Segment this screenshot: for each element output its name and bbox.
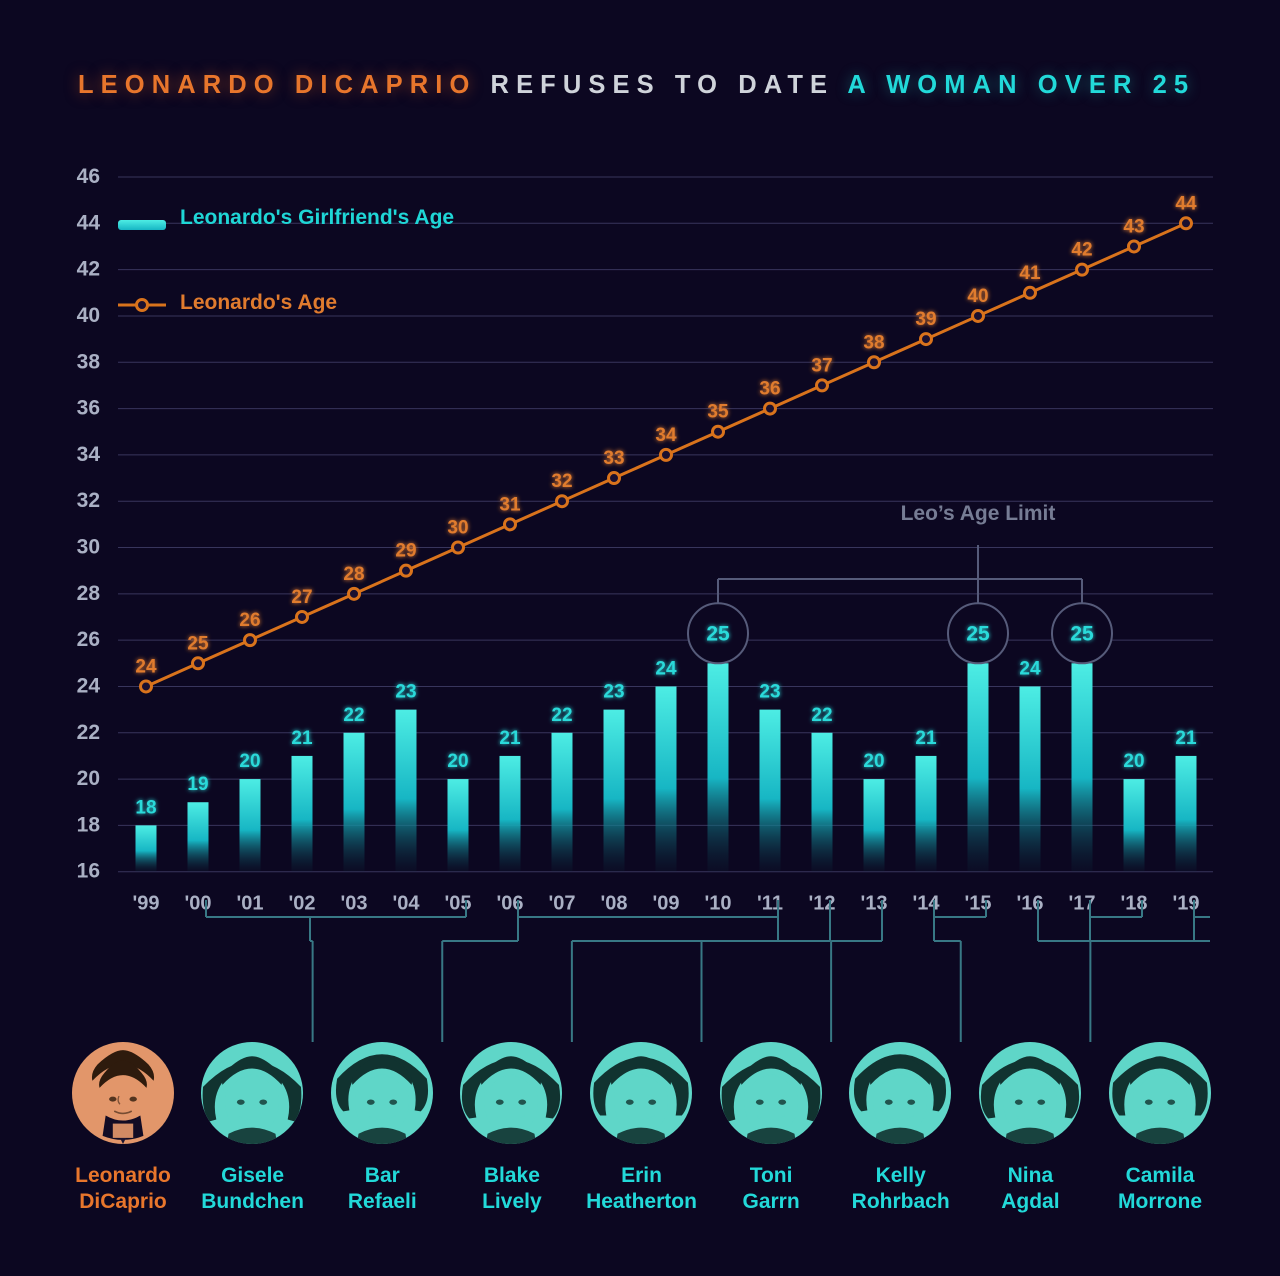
svg-text:Leo’s Age Limit: Leo’s Age Limit [901, 502, 1056, 525]
svg-text:28: 28 [77, 582, 101, 605]
svg-text:38: 38 [863, 332, 884, 353]
svg-text:39: 39 [915, 309, 936, 330]
svg-text:46: 46 [77, 165, 100, 188]
svg-text:36: 36 [77, 397, 100, 420]
svg-text:40: 40 [967, 286, 988, 307]
svg-text:20: 20 [1123, 751, 1144, 772]
svg-text:44: 44 [1175, 193, 1197, 214]
svg-text:42: 42 [1071, 240, 1092, 261]
svg-text:43: 43 [1123, 216, 1144, 237]
svg-text:40: 40 [77, 304, 100, 327]
svg-text:34: 34 [655, 425, 677, 446]
svg-text:24: 24 [655, 658, 677, 679]
svg-text:30: 30 [447, 518, 468, 539]
svg-text:22: 22 [551, 705, 572, 726]
svg-text:23: 23 [395, 682, 416, 703]
svg-text:44: 44 [77, 211, 101, 234]
svg-text:27: 27 [291, 587, 312, 608]
svg-text:21: 21 [915, 728, 937, 749]
svg-text:34: 34 [77, 443, 101, 466]
svg-text:20: 20 [447, 751, 468, 772]
svg-text:23: 23 [759, 682, 780, 703]
svg-text:21: 21 [291, 728, 313, 749]
svg-text:26: 26 [239, 610, 260, 631]
svg-text:36: 36 [759, 379, 780, 400]
svg-text:32: 32 [77, 489, 100, 512]
svg-text:16: 16 [77, 860, 100, 883]
svg-text:35: 35 [707, 402, 729, 423]
svg-text:26: 26 [77, 628, 100, 651]
svg-text:20: 20 [863, 751, 884, 772]
svg-text:22: 22 [811, 705, 832, 726]
svg-text:19: 19 [187, 774, 208, 795]
svg-text:30: 30 [77, 536, 100, 559]
svg-text:21: 21 [499, 728, 521, 749]
svg-text:24: 24 [1019, 658, 1041, 679]
svg-text:28: 28 [343, 564, 364, 585]
svg-text:24: 24 [77, 674, 101, 697]
svg-text:25: 25 [706, 622, 730, 645]
svg-text:24: 24 [135, 656, 157, 677]
svg-text:29: 29 [395, 541, 416, 562]
svg-text:37: 37 [811, 355, 832, 376]
svg-text:42: 42 [77, 258, 100, 281]
svg-text:32: 32 [551, 471, 572, 492]
svg-text:20: 20 [77, 767, 100, 790]
svg-text:23: 23 [603, 682, 624, 703]
svg-text:33: 33 [603, 448, 624, 469]
svg-text:20: 20 [239, 751, 260, 772]
svg-text:18: 18 [77, 813, 101, 836]
svg-text:25: 25 [187, 633, 209, 654]
svg-text:31: 31 [499, 494, 521, 515]
svg-text:18: 18 [135, 797, 156, 818]
svg-text:38: 38 [77, 350, 101, 373]
svg-text:22: 22 [77, 721, 100, 744]
svg-text:25: 25 [1070, 622, 1094, 645]
svg-text:41: 41 [1019, 263, 1041, 284]
svg-text:25: 25 [966, 622, 990, 645]
svg-text:21: 21 [1175, 728, 1197, 749]
svg-text:22: 22 [343, 705, 364, 726]
